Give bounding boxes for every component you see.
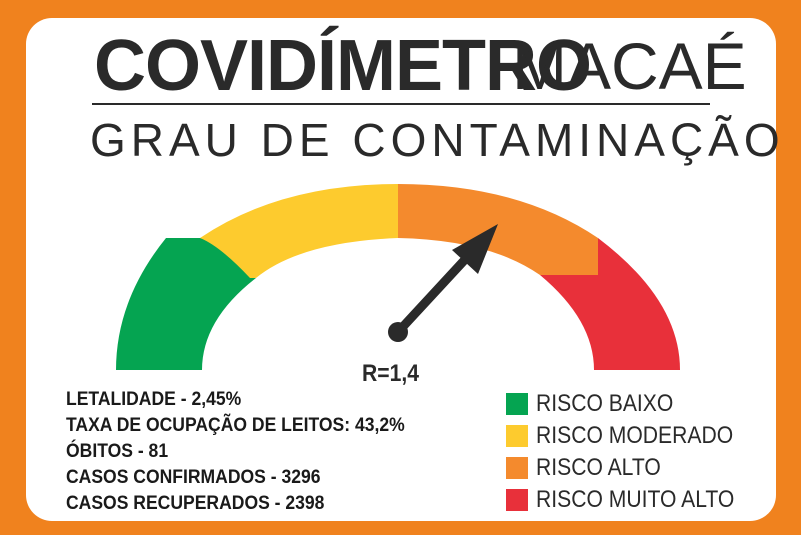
- title-divider: [92, 103, 710, 105]
- gauge-segment-alto: [398, 184, 598, 275]
- legend-label-baixo: RISCO BAIXO: [536, 390, 674, 417]
- stat-letalidade: LETALIDADE - 2,45%: [66, 388, 242, 410]
- stat-obitos: ÓBITOS - 81: [66, 440, 169, 462]
- legend-swatch-baixo: [506, 393, 528, 415]
- r-value: R=1,4: [362, 360, 419, 387]
- stats-list: LETALIDADE - 2,45% TAXA DE OCUPAÇÃO DE L…: [66, 386, 442, 516]
- title-bold: COVIDÍMETRO: [94, 26, 592, 106]
- stat-casos-confirmados: CASOS CONFIRMADOS - 3296: [66, 466, 321, 488]
- title-light: MACAÉ: [512, 29, 747, 103]
- legend: RISCO BAIXO RISCO MODERADO RISCO ALTO RI…: [506, 388, 761, 516]
- gauge-needle-pivot: [388, 322, 408, 342]
- risk-gauge: [116, 184, 680, 370]
- stat-casos-recuperados: CASOS RECUPERADOS - 2398: [66, 492, 325, 514]
- page-title: COVIDÍMETRO MACAÉ: [94, 26, 747, 106]
- page-subtitle: GRAU DE CONTAMINAÇÃO: [90, 114, 785, 166]
- gauge-needle: [393, 247, 477, 337]
- legend-item-muito-alto: RISCO MUITO ALTO: [506, 484, 761, 516]
- legend-swatch-alto: [506, 457, 528, 479]
- gauge-segment-baixo: [116, 238, 256, 370]
- legend-label-alto: RISCO ALTO: [536, 454, 661, 481]
- legend-item-moderado: RISCO MODERADO: [506, 420, 761, 452]
- gauge-needle-arrowhead: [452, 224, 498, 274]
- legend-item-alto: RISCO ALTO: [506, 452, 761, 484]
- legend-label-muito-alto: RISCO MUITO ALTO: [536, 486, 735, 513]
- legend-swatch-moderado: [506, 425, 528, 447]
- legend-item-baixo: RISCO BAIXO: [506, 388, 761, 420]
- stat-ocupacao-leitos: TAXA DE OCUPAÇÃO DE LEITOS: 43,2%: [66, 414, 405, 436]
- gauge-segment-moderado-inner: [256, 238, 398, 278]
- legend-label-moderado: RISCO MODERADO: [536, 422, 734, 449]
- legend-swatch-muito-alto: [506, 489, 528, 511]
- gauge-segment-moderado-main: [200, 184, 398, 278]
- gauge-segment-muito-alto: [540, 238, 680, 370]
